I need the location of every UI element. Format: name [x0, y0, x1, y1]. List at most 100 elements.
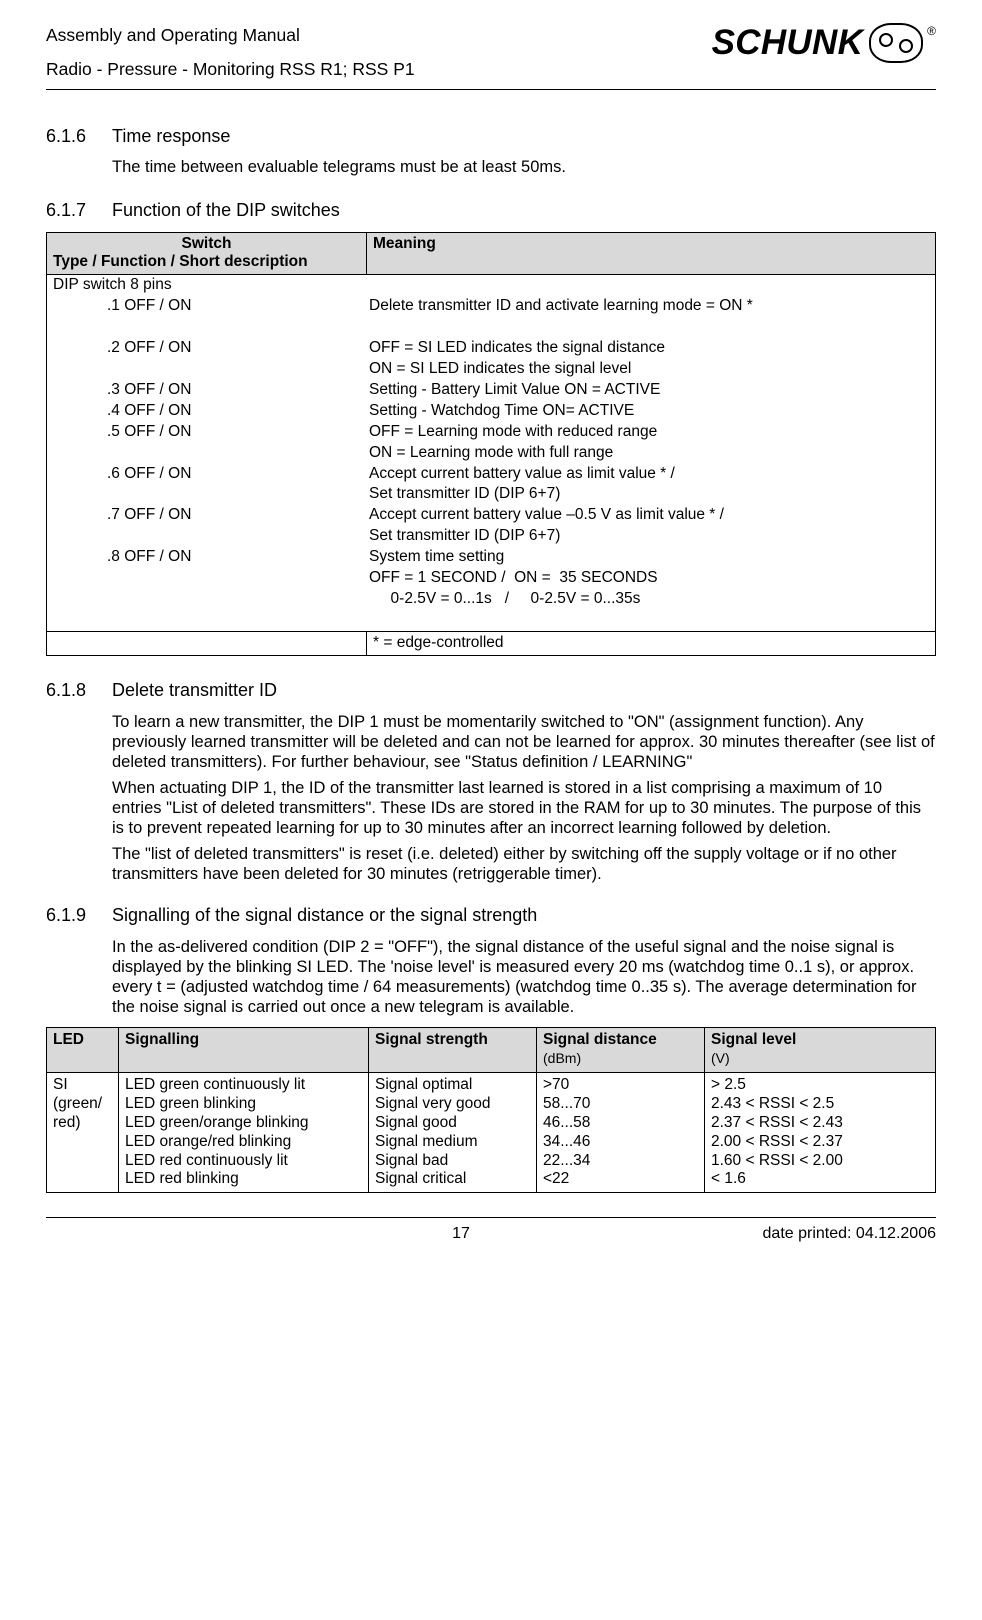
dip-key: .3 OFF / ON [47, 380, 367, 401]
table-header: Switch Type / Function / Short descripti… [47, 232, 367, 275]
table-cell-line: 2.00 < RSSI < 2.37 [711, 1133, 929, 1152]
section-title: Signalling of the signal distance or the… [112, 905, 537, 927]
table-cell-line: LED red blinking [125, 1170, 362, 1189]
table-row: * = edge-controlled [47, 631, 936, 655]
header-line-1: Assembly and Operating Manual [46, 22, 415, 48]
section-6-1-8-heading: 6.1.8 Delete transmitter ID [46, 680, 936, 702]
section-6-1-9-body: In the as-delivered condition (DIP 2 = "… [112, 937, 936, 1018]
table-cell-line: 46...58 [543, 1114, 698, 1133]
table-cell-line: Signal very good [375, 1095, 530, 1114]
header-line-2: Radio - Pressure - Monitoring RSS R1; RS… [46, 56, 415, 82]
table-cell-line: 22...34 [543, 1152, 698, 1171]
table-header-label: Signal level [711, 1031, 796, 1048]
page-header: Assembly and Operating Manual Radio - Pr… [46, 22, 936, 90]
table-cell-line: Signal critical [375, 1170, 530, 1189]
table-header: Signal distance (dBm) [537, 1028, 705, 1073]
table-cell-led: SI (green/ red) [47, 1072, 119, 1192]
dip-meaning: OFF = Learning mode with reduced range [367, 422, 935, 443]
dip-key: .8 OFF / ON [47, 547, 367, 568]
table-header-label: Signal distance [543, 1031, 657, 1048]
table-header: Signalling [119, 1028, 369, 1073]
table-header-sub: (dBm) [543, 1050, 581, 1066]
dip-switch-table: Switch Type / Function / Short descripti… [46, 232, 936, 656]
table-cell-line: <22 [543, 1170, 698, 1189]
dip-meaning: Set transmitter ID (DIP 6+7) [367, 526, 935, 547]
section-6-1-8-body: To learn a new transmitter, the DIP 1 mu… [112, 712, 936, 885]
paragraph: The "list of deleted transmitters" is re… [112, 844, 936, 884]
table-header: Signal strength [369, 1028, 537, 1073]
dip-key [47, 359, 367, 380]
dip-meaning: Accept current battery value –0.5 V as l… [367, 505, 935, 526]
table-row: DIP switch 8 pins.1 OFF / ONDelete trans… [47, 275, 936, 631]
table-cell-level: > 2.52.43 < RSSI < 2.52.37 < RSSI < 2.43… [705, 1072, 936, 1192]
table-header-line: Type / Function / Short description [53, 253, 360, 272]
dip-key [47, 610, 367, 631]
dip-key: .2 OFF / ON [47, 338, 367, 359]
table-cell-line: Signal good [375, 1114, 530, 1133]
table-cell: * = edge-controlled [367, 631, 936, 655]
table-cell-line: < 1.6 [711, 1170, 929, 1189]
dip-meaning: Setting - Watchdog Time ON= ACTIVE [367, 401, 935, 422]
section-number: 6.1.6 [46, 126, 112, 148]
dip-key: .4 OFF / ON [47, 401, 367, 422]
dip-meaning [367, 275, 935, 296]
table-header: LED [47, 1028, 119, 1073]
table-header-row: Switch Type / Function / Short descripti… [47, 232, 936, 275]
table-header-line: Switch [53, 235, 360, 254]
table-cell-strength: Signal optimalSignal very goodSignal goo… [369, 1072, 537, 1192]
section-title: Delete transmitter ID [112, 680, 277, 702]
logo: SCHUNK ® [712, 22, 936, 65]
table-cell-line: 2.37 < RSSI < 2.43 [711, 1114, 929, 1133]
dip-meaning: Setting - Battery Limit Value ON = ACTIV… [367, 380, 935, 401]
table-cell-line: Signal bad [375, 1152, 530, 1171]
section-number: 6.1.7 [46, 200, 112, 222]
footer-page-number: 17 [246, 1224, 676, 1244]
dip-key [47, 443, 367, 464]
footer-date: date printed: 04.12.2006 [676, 1224, 936, 1244]
section-6-1-6-heading: 6.1.6 Time response [46, 126, 936, 148]
table-cell-line: Signal optimal [375, 1076, 530, 1095]
section-title: Time response [112, 126, 230, 148]
dip-meaning: 0-2.5V = 0...1s / 0-2.5V = 0...35s [367, 589, 935, 610]
dip-meaning: OFF = 1 SECOND / ON = 35 SECONDS [367, 568, 935, 589]
table-cell-line: 58...70 [543, 1095, 698, 1114]
table-cell-distance: >7058...7046...5834...4622...34<22 [537, 1072, 705, 1192]
table-cell-line: 34...46 [543, 1133, 698, 1152]
table-cell-line: LED green continuously lit [125, 1076, 362, 1095]
table-cell-line: LED green blinking [125, 1095, 362, 1114]
logo-text: SCHUNK [712, 22, 864, 65]
paragraph: When actuating DIP 1, the ID of the tran… [112, 778, 936, 838]
table-cell-line: 1.60 < RSSI < 2.00 [711, 1152, 929, 1171]
dip-key [47, 317, 367, 338]
dip-meaning: Accept current battery value as limit va… [367, 464, 935, 485]
table-cell-line: Signal medium [375, 1133, 530, 1152]
section-title: Function of the DIP switches [112, 200, 340, 222]
dip-key: .5 OFF / ON [47, 422, 367, 443]
dip-meaning: ON = SI LED indicates the signal level [367, 359, 935, 380]
section-number: 6.1.9 [46, 905, 112, 927]
table-cell-line: LED green/orange blinking [125, 1114, 362, 1133]
signal-table: LED Signalling Signal strength Signal di… [46, 1027, 936, 1193]
page-footer: 17 date printed: 04.12.2006 [46, 1217, 936, 1244]
dip-key: .7 OFF / ON [47, 505, 367, 526]
section-6-1-7-heading: 6.1.7 Function of the DIP switches [46, 200, 936, 222]
paragraph: In the as-delivered condition (DIP 2 = "… [112, 937, 936, 1018]
dip-meaning: System time setting [367, 547, 935, 568]
section-6-1-6-body: The time between evaluable telegrams mus… [112, 157, 936, 177]
table-header-sub: (V) [711, 1050, 730, 1066]
dip-meaning: OFF = SI LED indicates the signal distan… [367, 338, 935, 359]
table-cell [47, 631, 367, 655]
section-number: 6.1.8 [46, 680, 112, 702]
dip-key [47, 589, 367, 610]
table-cell-line: LED orange/red blinking [125, 1133, 362, 1152]
table-cell-line: LED red continuously lit [125, 1152, 362, 1171]
dip-key [47, 568, 367, 589]
dip-key [47, 526, 367, 547]
dip-meaning: Set transmitter ID (DIP 6+7) [367, 484, 935, 505]
paragraph: To learn a new transmitter, the DIP 1 mu… [112, 712, 936, 772]
dip-meaning: ON = Learning mode with full range [367, 443, 935, 464]
text: (green/ [53, 1095, 112, 1114]
dip-meaning [367, 317, 935, 338]
header-title-block: Assembly and Operating Manual Radio - Pr… [46, 22, 415, 83]
logo-registered: ® [927, 24, 936, 39]
